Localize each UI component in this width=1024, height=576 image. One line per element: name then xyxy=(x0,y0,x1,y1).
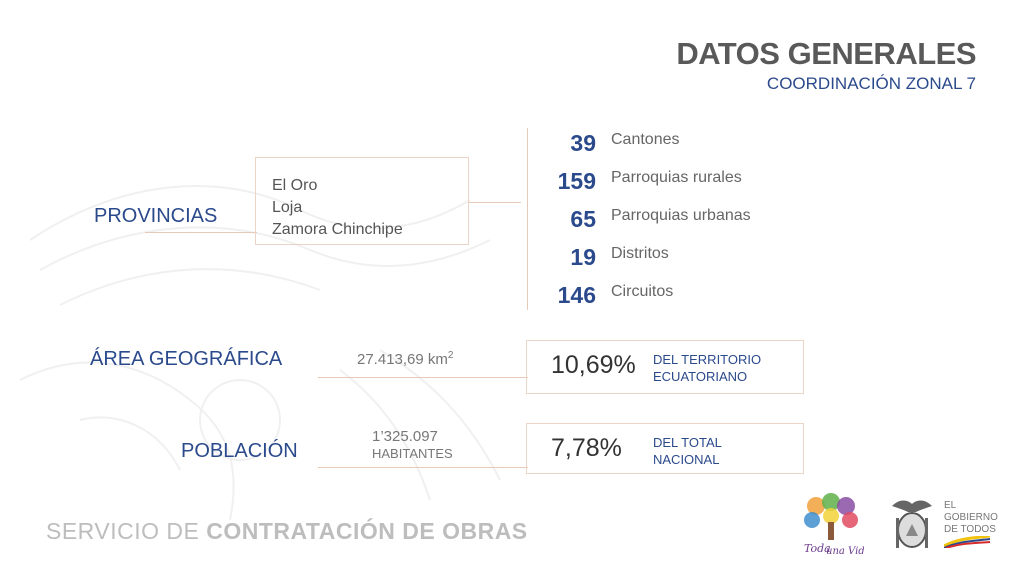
page-title: DATOS GENERALES xyxy=(676,36,976,71)
provincias-box: El Oro Loja Zamora Chinchipe xyxy=(255,157,469,245)
stat-row-circuitos: 146 Circuitos xyxy=(528,278,828,316)
logo-vida-text: una Vida xyxy=(826,546,864,557)
gob-logo-line: EL xyxy=(944,500,957,511)
poblacion-desc-line: DEL TOTAL xyxy=(653,435,722,450)
poblacion-number: 1’325.097 xyxy=(372,428,438,445)
area-label: ÁREA GEOGRÁFICA xyxy=(90,348,283,370)
stat-row-distritos: 19 Distritos xyxy=(528,240,828,278)
stat-value: 19 xyxy=(570,244,596,270)
gob-flag-stripes-icon xyxy=(943,534,991,549)
stat-label: Circuitos xyxy=(611,283,674,300)
provincia-item: Loja xyxy=(272,199,303,216)
stat-label: Distritos xyxy=(611,245,669,262)
stat-row-parroquias-urbanas: 65 Parroquias urbanas xyxy=(528,202,828,240)
stat-label: Cantones xyxy=(611,131,680,148)
area-unit-superscript: 2 xyxy=(447,350,454,361)
stat-label: Parroquias rurales xyxy=(611,169,742,186)
stats-vertical-divider xyxy=(527,128,528,310)
footer-organization-name: SERVICIO DE CONTRATACIÓN DE OBRAS xyxy=(46,518,528,545)
gob-logo-line: DE TODOS xyxy=(944,524,996,535)
provincia-item: El Oro xyxy=(272,177,318,194)
poblacion-percent-box: 7,78% DEL TOTAL NACIONAL xyxy=(526,423,804,474)
poblacion-label: POBLACIÓN xyxy=(181,440,298,462)
page-subtitle: COORDINACIÓN ZONAL 7 xyxy=(766,74,976,93)
stat-value: 39 xyxy=(570,130,596,156)
gobierno-de-todos-logo: EL GOBIERNO DE TODOS xyxy=(943,500,998,552)
area-desc-line: DEL TERRITORIO xyxy=(653,352,762,367)
stat-value: 159 xyxy=(557,168,596,194)
provincias-connector-left xyxy=(145,232,257,233)
area-percent-description: DEL TERRITORIO ECUATORIANO xyxy=(653,351,761,385)
poblacion-percent-description: DEL TOTAL NACIONAL xyxy=(653,434,722,468)
poblacion-percent: 7,78% xyxy=(551,434,622,462)
footer-text-bold: CONTRATACIÓN DE OBRAS xyxy=(206,518,528,544)
footer-text-light: SERVICIO DE xyxy=(46,518,207,544)
poblacion-connector xyxy=(318,467,528,468)
poblacion-desc-line: NACIONAL xyxy=(653,452,720,467)
area-desc-line: ECUATORIANO xyxy=(653,369,748,384)
provincia-item: Zamora Chinchipe xyxy=(272,221,403,238)
area-percent-box: 10,69% DEL TERRITORIO ECUATORIANO xyxy=(526,340,804,394)
provincias-connector-right xyxy=(469,202,521,203)
stat-value: 146 xyxy=(557,282,596,308)
ecuador-coat-of-arms-icon xyxy=(892,500,932,548)
gob-logo-line: GOBIERNO xyxy=(944,512,998,523)
logo-vida-text: Toda xyxy=(804,542,831,555)
toda-una-vida-logo-icon: Toda una Vida xyxy=(804,493,864,557)
stat-value: 65 xyxy=(570,206,596,232)
provincias-label: PROVINCIAS xyxy=(94,205,218,227)
area-percent: 10,69% xyxy=(551,351,636,379)
stat-row-cantones: 39 Cantones xyxy=(528,126,828,164)
coat-of-arms-watermark-icon xyxy=(19,185,501,521)
area-connector xyxy=(318,377,528,378)
stat-label: Parroquias urbanas xyxy=(611,207,751,224)
area-value: 27.413,69 km2 xyxy=(357,350,453,368)
area-value-text: 27.413,69 km xyxy=(357,351,448,368)
poblacion-unit: HABITANTES xyxy=(372,446,453,461)
poblacion-value: 1’325.097 HABITANTES xyxy=(372,428,453,462)
stat-row-parroquias-rurales: 159 Parroquias rurales xyxy=(528,164,828,202)
